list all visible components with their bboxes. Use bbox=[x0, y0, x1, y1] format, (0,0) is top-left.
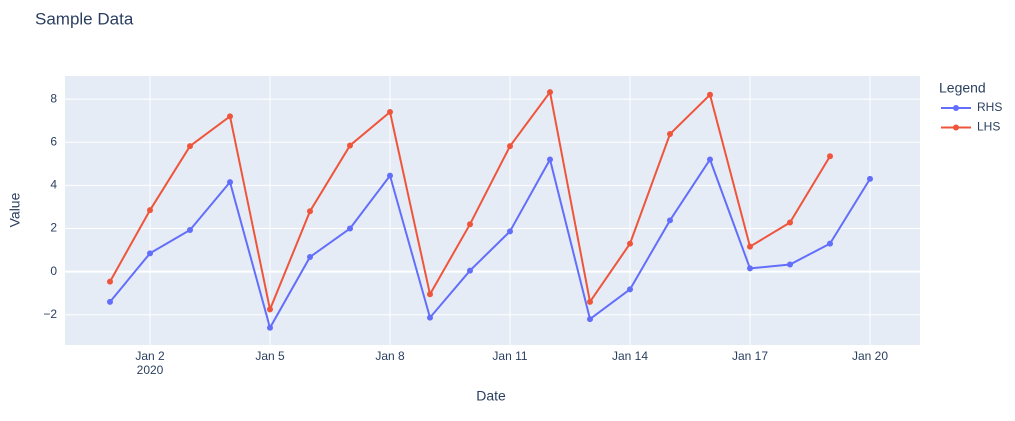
data-point bbox=[667, 131, 673, 138]
x-tick-label: Jan 8 bbox=[375, 349, 405, 363]
data-point bbox=[107, 298, 113, 305]
data-point bbox=[467, 221, 473, 228]
y-tick-label: 6 bbox=[50, 134, 57, 148]
data-point bbox=[347, 225, 353, 232]
x-tick-label: Jan 5 bbox=[255, 349, 285, 363]
data-point bbox=[507, 143, 513, 150]
data-point bbox=[267, 324, 273, 331]
data-point bbox=[387, 109, 393, 116]
data-point bbox=[267, 306, 273, 313]
x-tick-label: Jan 14 bbox=[611, 349, 649, 363]
data-point bbox=[747, 265, 753, 272]
data-point bbox=[427, 314, 433, 321]
x-tick-label: Jan 2 2020 bbox=[135, 349, 165, 377]
data-point bbox=[307, 208, 313, 215]
legend-marker bbox=[953, 124, 959, 131]
data-point bbox=[347, 142, 353, 149]
y-tick-label: 4 bbox=[50, 178, 57, 192]
data-point bbox=[387, 172, 393, 179]
y-tick-label: 2 bbox=[50, 221, 57, 235]
x-tick-label: Jan 17 bbox=[731, 349, 769, 363]
data-point bbox=[787, 219, 793, 226]
data-point bbox=[507, 228, 513, 235]
data-point bbox=[587, 298, 593, 305]
y-tick-label: 8 bbox=[50, 91, 57, 105]
data-point bbox=[627, 286, 633, 293]
data-point bbox=[147, 207, 153, 214]
legend-label: RHS bbox=[977, 100, 1002, 114]
series-line bbox=[109, 156, 871, 331]
data-point bbox=[787, 261, 793, 268]
data-point bbox=[707, 91, 713, 98]
y-tick-label: −2 bbox=[43, 307, 57, 321]
legend-title: Legend bbox=[939, 80, 986, 96]
data-point bbox=[427, 291, 433, 298]
data-point bbox=[227, 113, 233, 120]
x-tick-label: Jan 20 bbox=[851, 349, 889, 363]
x-axis-title: Date bbox=[476, 388, 506, 404]
y-tick-label: 0 bbox=[50, 264, 57, 278]
data-point bbox=[107, 278, 113, 285]
data-point bbox=[627, 240, 633, 247]
data-point bbox=[227, 179, 233, 186]
data-point bbox=[467, 267, 473, 274]
legend-label: LHS bbox=[977, 120, 1000, 134]
data-point bbox=[547, 89, 553, 96]
data-point bbox=[187, 143, 193, 150]
data-point bbox=[867, 175, 873, 182]
data-point bbox=[747, 243, 753, 250]
chart-title: Sample Data bbox=[35, 9, 134, 28]
legend-marker bbox=[953, 105, 959, 111]
x-tick-label: Jan 11 bbox=[492, 349, 528, 363]
data-point bbox=[547, 156, 553, 163]
data-point bbox=[307, 253, 313, 260]
y-axis-title: Value bbox=[7, 192, 23, 227]
plot-area bbox=[65, 76, 920, 345]
data-point bbox=[827, 153, 833, 160]
data-point bbox=[667, 217, 673, 224]
data-point bbox=[587, 316, 593, 323]
data-point bbox=[707, 156, 713, 163]
data-point bbox=[147, 250, 153, 257]
data-point bbox=[827, 240, 833, 247]
data-point bbox=[187, 227, 193, 234]
